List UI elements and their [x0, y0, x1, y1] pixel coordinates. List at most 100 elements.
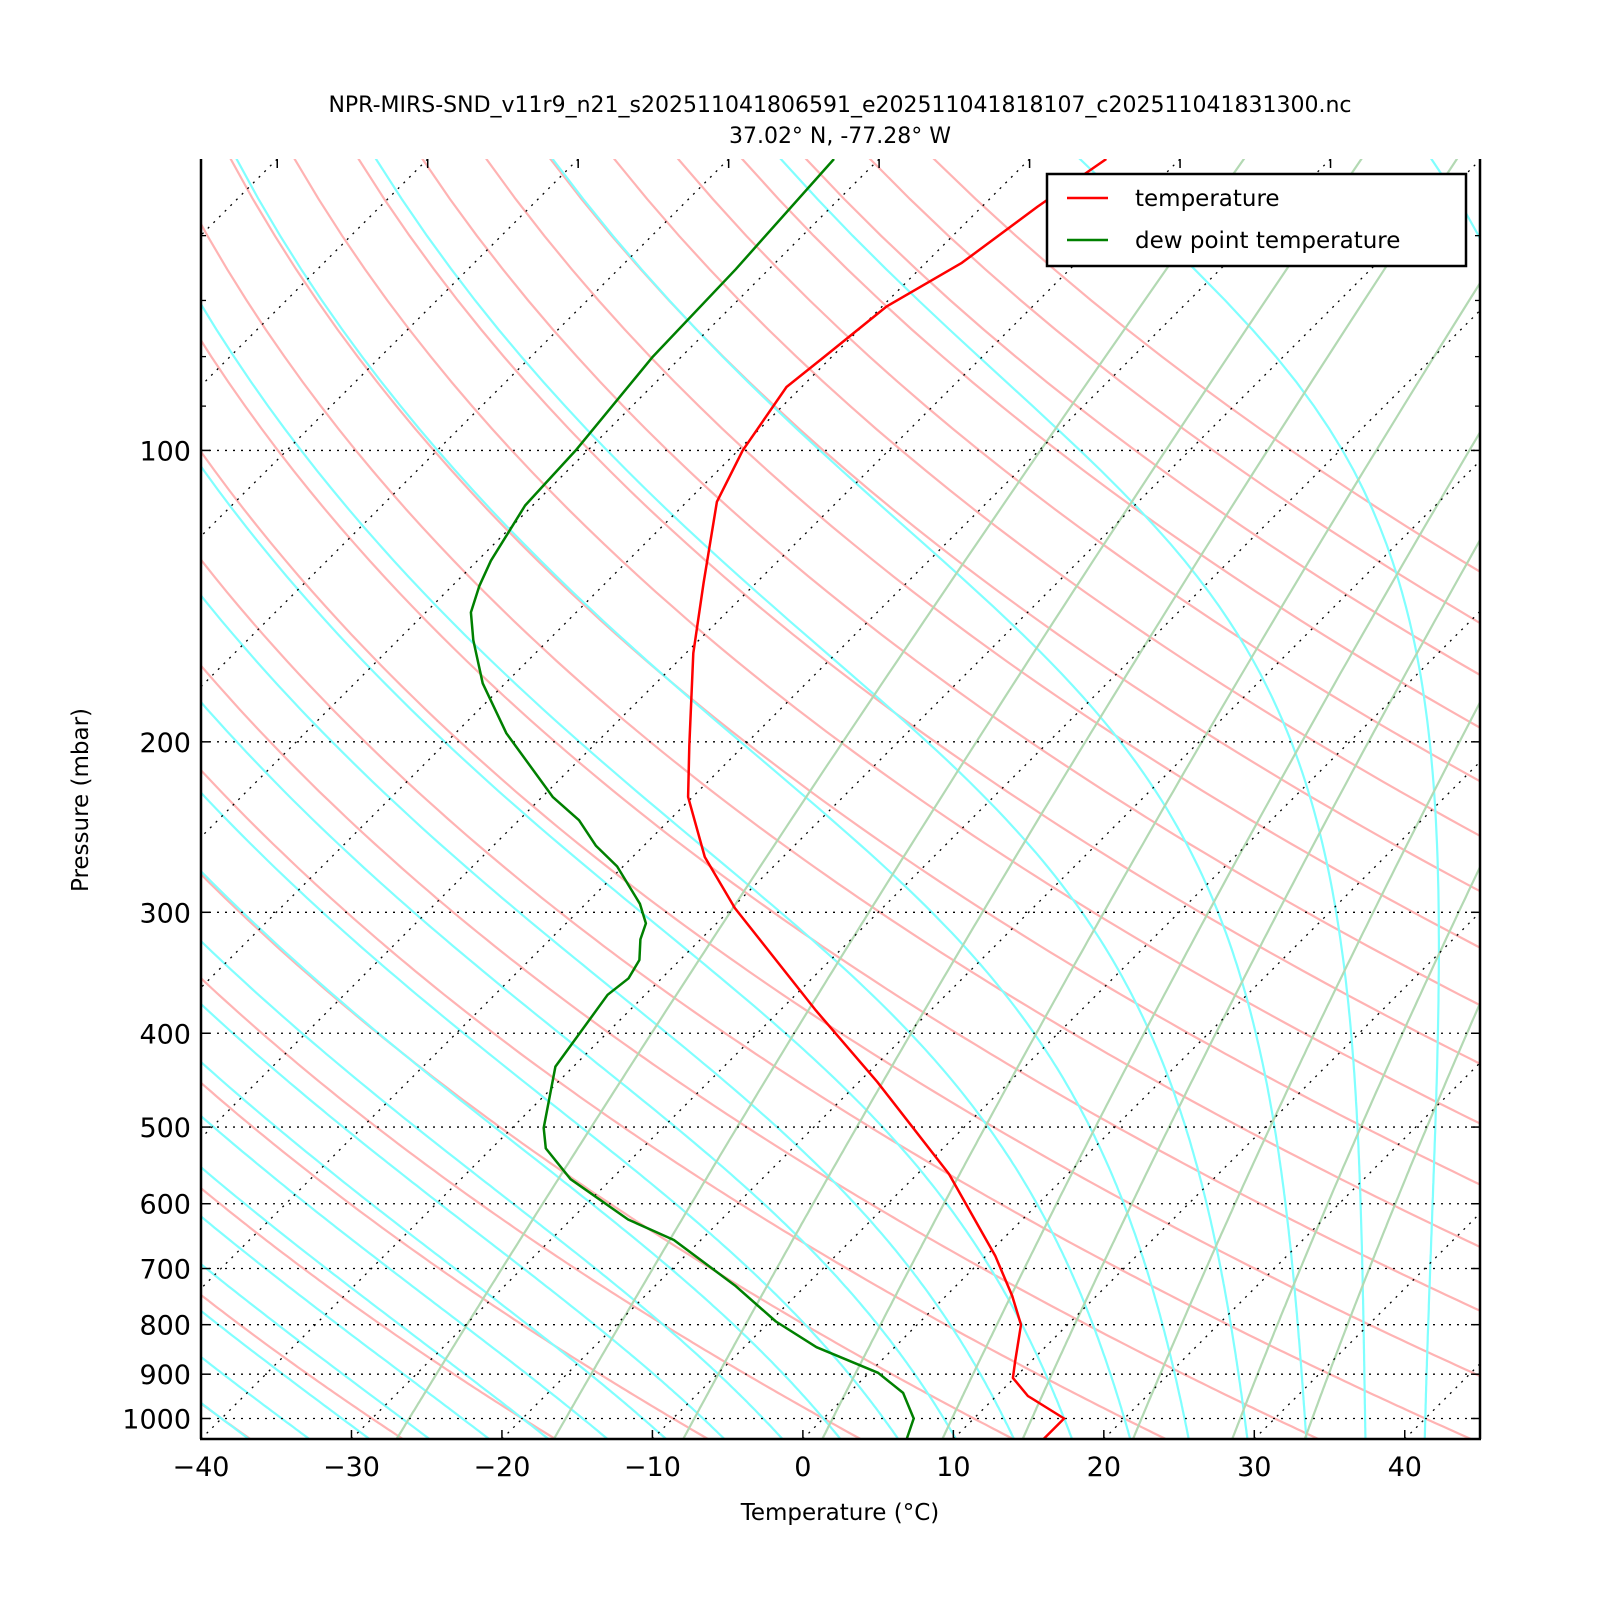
y-tick-label: 1000: [122, 1404, 191, 1435]
isotherm-line: [651, 610, 1480, 1439]
temperature-line: [686, 159, 1108, 1439]
moist-adiabat: [779, 159, 1367, 1439]
isotherm-line: [201, 159, 429, 387]
moist-adiabat: [201, 1309, 372, 1439]
isotherm-line: [201, 159, 1480, 1439]
moist-adiabat: [201, 464, 1074, 1439]
series-lines: [469, 159, 1108, 1439]
isotherm-line: [1253, 1212, 1480, 1439]
moist-adiabat: [201, 302, 1132, 1439]
x-tick-label: −40: [173, 1452, 230, 1483]
dry-adiabat: [201, 976, 863, 1439]
chart-subtitle: 37.02° N, -77.28° W: [729, 124, 951, 149]
dry-adiabats: [201, 159, 1480, 1439]
moist-adiabat: [201, 1060, 668, 1439]
dry-adiabat: [740, 159, 1480, 729]
legend: temperature dew point temperature: [1045, 172, 1468, 268]
y-tick-label: 100: [139, 436, 191, 467]
moist-adiabat: [551, 159, 1308, 1439]
mixing-ratio-line: [1303, 1000, 1480, 1439]
dry-adiabat: [932, 159, 1480, 574]
isotherm-line: [1555, 159, 1600, 1439]
dry-adiabat: [229, 159, 1480, 1186]
dry-adiabat: [868, 159, 1480, 625]
mixing-ratio-line: [821, 281, 1480, 1439]
moist-adiabat: [201, 791, 900, 1439]
isotherm-line: [0, 159, 127, 1439]
mixing-ratio-line: [1131, 700, 1480, 1439]
dry-adiabat: [201, 450, 1480, 1378]
moist-adiabat: [201, 1215, 492, 1439]
dry-adiabat: [201, 558, 1474, 1439]
isotherm-line: [201, 159, 1331, 1290]
moist-adiabat: [201, 869, 842, 1439]
dry-adiabat: [201, 768, 1169, 1439]
moist-adiabat: [201, 1401, 251, 1439]
mixing-ratio-line: [395, 159, 1246, 1439]
isotherm-line: [201, 159, 880, 839]
dry-adiabat: [201, 1293, 405, 1439]
y-tick-label: 200: [139, 728, 191, 759]
y-tick-label: 500: [139, 1113, 191, 1144]
x-tick-label: −10: [624, 1452, 681, 1483]
isotherm-line: [201, 159, 278, 237]
moist-adiabat: [201, 1114, 610, 1439]
moist-adiabats: [201, 159, 1480, 1439]
mixing-ratio-line: [681, 159, 1459, 1439]
mixing-ratio-line: [1021, 537, 1480, 1439]
moist-adiabat: [201, 593, 1016, 1439]
x-tick-label: 40: [1388, 1452, 1422, 1483]
moist-adiabat: [201, 700, 958, 1439]
isotherm-line: [501, 460, 1480, 1439]
dry-adiabat: [201, 221, 1480, 1249]
isotherm-line: [1103, 1061, 1480, 1439]
isotherm-grid: [0, 159, 1600, 1439]
moist-adiabat: [1078, 159, 1440, 1439]
moist-adiabat: [201, 1165, 551, 1439]
y-axis-label: Pressure (mbar): [68, 708, 94, 892]
y-tick-label: 400: [139, 1019, 191, 1050]
dry-adiabat: [293, 159, 1480, 1125]
x-axis-label: Temperature (°C): [740, 1500, 940, 1526]
dry-adiabat: [357, 159, 1480, 1065]
dry-adiabat: [201, 664, 1321, 1439]
isobar-grid: [201, 449, 1480, 1420]
legend-label-dewpoint: dew point temperature: [1135, 228, 1400, 254]
x-tick-label: −30: [323, 1452, 380, 1483]
y-tick-label: 800: [139, 1311, 191, 1342]
x-tick-label: 30: [1237, 1452, 1271, 1483]
mixing-ratio-line: [1231, 864, 1480, 1439]
y-tick-label: 700: [139, 1255, 191, 1286]
dry-adiabat: [485, 159, 1480, 949]
mixing-ratio-lines: [395, 159, 1480, 1439]
y-tick-label: 600: [139, 1190, 191, 1221]
isotherm-line: [351, 309, 1480, 1439]
dry-adiabat: [201, 872, 1016, 1439]
isotherm-line: [201, 159, 1031, 989]
moist-adiabat: [235, 159, 1190, 1439]
y-tick-label: 300: [139, 898, 191, 929]
isotherm-line: [201, 159, 730, 688]
plot-area: [0, 159, 1600, 1439]
legend-label-temperature: temperature: [1135, 186, 1280, 212]
isotherm-line: [201, 159, 1181, 1139]
moist-adiabat: [201, 939, 785, 1439]
moist-adiabat: [201, 1002, 726, 1439]
x-tick-label: −20: [473, 1452, 530, 1483]
dry-adiabat: [549, 159, 1480, 893]
legend-box: [1045, 172, 1468, 268]
y-tick-label: 900: [139, 1360, 191, 1391]
dry-adiabat: [201, 1186, 558, 1439]
mixing-ratio-line: [941, 430, 1480, 1439]
dewpoint-line: [469, 159, 915, 1439]
chart-title: NPR-MIRS-SND_v11r9_n21_s202511041806591_…: [328, 93, 1351, 118]
dry-adiabat: [201, 1402, 253, 1439]
x-tick-label: 20: [1087, 1452, 1121, 1483]
moist-adiabat: [201, 1262, 432, 1439]
x-tick-label: 10: [936, 1452, 970, 1483]
mixing-ratio-line: [552, 159, 1363, 1439]
dry-adiabat: [612, 159, 1480, 838]
moist-adiabat: [201, 1355, 312, 1439]
isotherm-line: [802, 760, 1480, 1439]
